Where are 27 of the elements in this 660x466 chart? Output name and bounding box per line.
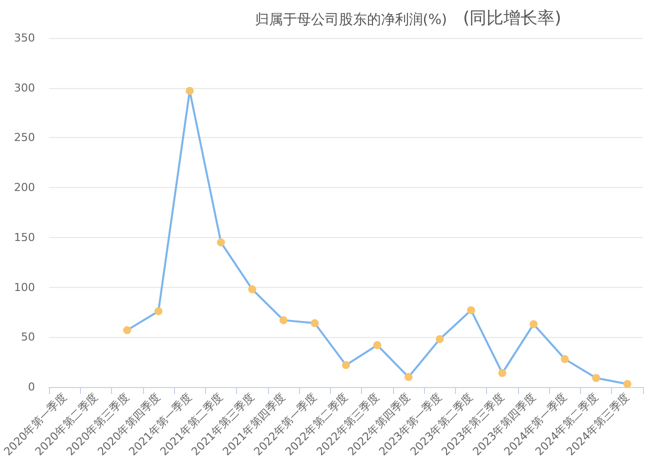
point bbox=[623, 380, 632, 388]
point bbox=[154, 307, 162, 316]
point bbox=[373, 341, 382, 350]
chart-title: 归属于母公司股东的净利润(%) bbox=[254, 12, 447, 28]
point bbox=[123, 326, 132, 334]
y-tick-label: 100 bbox=[14, 280, 36, 294]
point bbox=[279, 316, 288, 324]
point bbox=[216, 238, 225, 246]
point bbox=[467, 306, 476, 314]
y-tick-label: 200 bbox=[14, 181, 36, 194]
point bbox=[310, 319, 319, 328]
point bbox=[404, 373, 413, 382]
point bbox=[560, 355, 569, 364]
point bbox=[592, 374, 600, 382]
y-tick-label: 250 bbox=[14, 131, 36, 144]
point bbox=[248, 285, 256, 294]
y-tick-label: 350 bbox=[14, 32, 36, 44]
point bbox=[436, 335, 444, 344]
chart-subtitle: (同比增长率) bbox=[463, 8, 562, 28]
point bbox=[530, 320, 538, 328]
y-tick-label: 300 bbox=[14, 81, 36, 94]
point bbox=[498, 369, 506, 378]
point bbox=[186, 86, 194, 95]
y-tick-label: 150 bbox=[14, 230, 36, 244]
point bbox=[342, 361, 350, 370]
y-tick-label: 0 bbox=[28, 380, 36, 394]
y-tick-label: 50 bbox=[21, 330, 36, 344]
